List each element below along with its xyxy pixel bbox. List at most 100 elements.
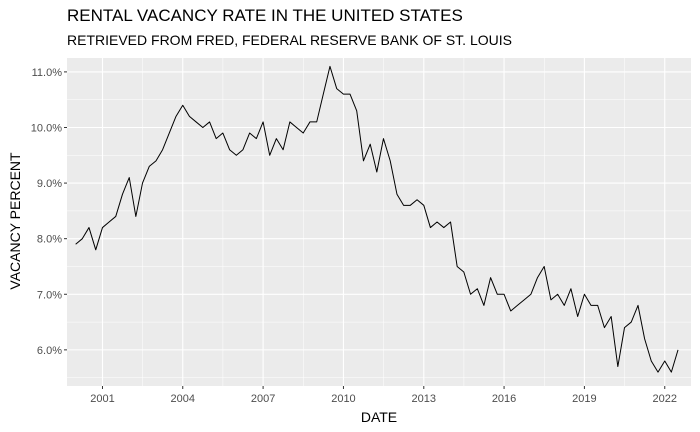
data-point	[202, 127, 203, 128]
data-point	[323, 94, 324, 95]
data-point	[470, 294, 471, 295]
data-point	[242, 149, 243, 150]
data-point	[182, 105, 183, 106]
data-point	[524, 299, 525, 300]
data-point	[657, 372, 658, 373]
data-point	[430, 227, 431, 228]
data-point	[283, 149, 284, 150]
y-axis-title: VACANCY PERCENT	[7, 152, 23, 290]
y-tick-label: 10.0%	[31, 122, 62, 134]
data-point	[276, 138, 277, 139]
data-point	[410, 205, 411, 206]
data-point	[457, 266, 458, 267]
data-point	[289, 121, 290, 122]
data-point	[376, 171, 377, 172]
data-point	[450, 221, 451, 222]
data-point	[550, 299, 551, 300]
data-point	[122, 194, 123, 195]
data-point	[363, 160, 364, 161]
data-point	[356, 110, 357, 111]
data-point	[236, 155, 237, 156]
data-point	[189, 116, 190, 117]
data-point	[142, 182, 143, 183]
data-point	[82, 238, 83, 239]
data-point	[443, 227, 444, 228]
x-tick-label: 2010	[331, 393, 355, 405]
data-point	[604, 327, 605, 328]
data-point	[155, 160, 156, 161]
data-point	[75, 244, 76, 245]
vacancy-rate-line	[75, 65, 679, 373]
plot-panel	[67, 58, 691, 386]
data-point	[135, 216, 136, 217]
x-tick-label: 2022	[653, 393, 677, 405]
data-point	[416, 199, 417, 200]
minor-gridlines	[67, 58, 691, 386]
y-tick-label: 7.0%	[37, 289, 62, 301]
chart-title: RENTAL VACANCY RATE IN THE UNITED STATES	[67, 6, 463, 25]
data-point	[611, 316, 612, 317]
y-tick-label: 9.0%	[37, 178, 62, 190]
x-tick-label: 2004	[171, 393, 195, 405]
data-point	[269, 155, 270, 156]
data-point	[631, 321, 632, 322]
data-point	[577, 316, 578, 317]
data-point	[403, 205, 404, 206]
x-tick-label: 2013	[412, 393, 436, 405]
data-point	[477, 288, 478, 289]
data-point	[108, 221, 109, 222]
data-point	[196, 121, 197, 122]
data-point	[343, 94, 344, 95]
data-point	[644, 338, 645, 339]
data-point	[637, 305, 638, 306]
data-point	[544, 266, 545, 267]
data-point	[162, 149, 163, 150]
data-point	[624, 327, 625, 328]
data-point	[88, 227, 89, 228]
data-point	[436, 221, 437, 222]
y-tick-label: 11.0%	[32, 67, 63, 79]
data-point	[564, 305, 565, 306]
data-point	[329, 66, 330, 67]
data-point	[263, 121, 264, 122]
data-point	[570, 288, 571, 289]
data-point	[383, 138, 384, 139]
data-point	[423, 205, 424, 206]
data-point	[95, 249, 96, 250]
data-point	[396, 194, 397, 195]
data-point	[336, 88, 337, 89]
data-point	[503, 294, 504, 295]
data-point	[216, 138, 217, 139]
x-axis: 2001 2004 2007 2010 2013 2016 2019 2022	[90, 386, 677, 405]
data-point	[597, 305, 598, 306]
data-point	[296, 127, 297, 128]
data-point	[530, 294, 531, 295]
data-point	[490, 277, 491, 278]
data-point	[390, 160, 391, 161]
y-tick-label: 6.0%	[37, 345, 62, 357]
data-point	[349, 94, 350, 95]
data-point	[590, 305, 591, 306]
data-point	[256, 138, 257, 139]
x-tick-label: 2007	[251, 393, 275, 405]
data-point	[249, 132, 250, 133]
y-tick-label: 8.0%	[37, 234, 62, 246]
major-gridlines	[67, 58, 691, 386]
y-axis: 6.0% 7.0% 8.0% 9.0% 10.0% 11.0%	[31, 67, 67, 357]
x-tick-label: 2001	[90, 393, 114, 405]
data-point	[517, 305, 518, 306]
data-point	[169, 132, 170, 133]
data-point	[483, 305, 484, 306]
data-point	[102, 227, 103, 228]
data-point	[510, 310, 511, 311]
data-point	[463, 271, 464, 272]
data-point	[664, 360, 665, 361]
data-point	[129, 177, 130, 178]
data-point	[209, 121, 210, 122]
data-point	[229, 149, 230, 150]
data-point	[677, 349, 678, 350]
data-point	[651, 360, 652, 361]
data-point	[370, 144, 371, 145]
x-axis-title: DATE	[361, 409, 397, 425]
